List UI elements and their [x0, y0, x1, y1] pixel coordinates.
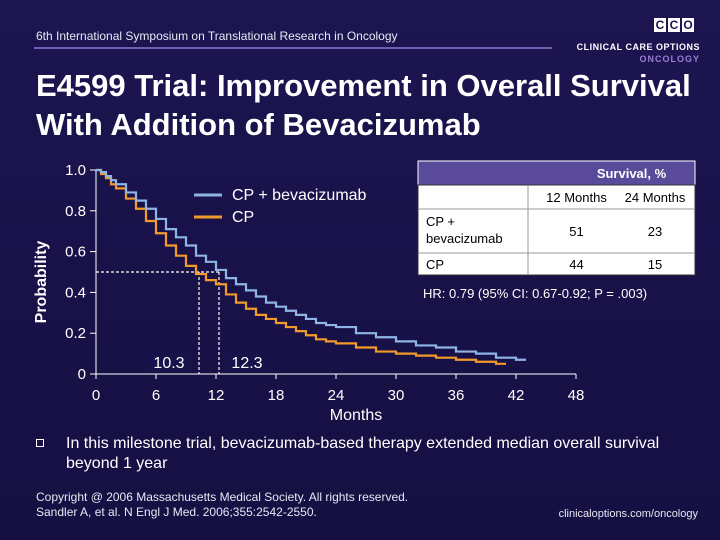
- y-tick-label: 1.0: [65, 162, 86, 179]
- y-tick-label: 0: [78, 366, 86, 383]
- table-cell: 44: [569, 257, 583, 272]
- y-tick-label: 0.2: [65, 325, 86, 342]
- table-row-label: CP: [426, 257, 444, 272]
- median-label-bg: [147, 352, 191, 372]
- footer-url: clinicaloptions.com/oncology: [558, 508, 698, 520]
- legend-label: CP: [232, 209, 254, 226]
- bullet-text: In this milestone trial, bevacizumab-bas…: [66, 435, 660, 472]
- median-label-bg: [225, 352, 269, 372]
- logo-c1: C: [654, 18, 666, 32]
- x-axis-label: Months: [330, 407, 382, 424]
- y-tick-label: 0.8: [65, 203, 86, 220]
- table-cell: 23: [648, 224, 662, 239]
- logo-text-line2: ONCOLOGY: [639, 54, 700, 64]
- x-tick-label: 0: [92, 387, 100, 404]
- x-tick-label: 24: [328, 387, 345, 404]
- x-tick-label: 18: [268, 387, 285, 404]
- header-divider: [34, 47, 552, 49]
- table-header: Survival, %: [597, 166, 667, 181]
- y-tick-label: 0.4: [65, 284, 86, 301]
- series-line: [96, 168, 526, 361]
- median-label: 10.3: [153, 355, 184, 372]
- logo-text-line1: CLINICAL CARE OPTIONS: [576, 42, 700, 52]
- median-label: 12.3: [231, 355, 262, 372]
- slide-title: E4599 Trial: Improvement in Overall Surv…: [36, 68, 691, 142]
- y-tick-label: 0.6: [65, 244, 86, 261]
- x-tick-label: 12: [208, 387, 225, 404]
- x-tick-label: 30: [388, 387, 405, 404]
- x-tick-label: 6: [152, 387, 160, 404]
- table-body-bg: [417, 184, 696, 276]
- copyright-line1: Copyright @ 2006 Massachusetts Medical S…: [36, 490, 409, 504]
- copyright: Copyright @ 2006 Massachusetts Medical S…: [36, 490, 408, 520]
- bullet-square-icon: [36, 439, 44, 447]
- x-tick-label: 42: [508, 387, 525, 404]
- table-cell: 51: [569, 224, 583, 239]
- table-row-label: CP +: [426, 214, 455, 229]
- logo-o: O: [682, 18, 694, 32]
- table-column-header: 24 Months: [625, 190, 686, 205]
- x-tick-label: 48: [568, 387, 585, 404]
- logo-c2: C: [668, 18, 680, 32]
- survival-chart: 0 0.2 0.4 0.6 0.8 1.0 0 6 12 18 24 30 36 42 48 Months Pr…: [33, 160, 696, 424]
- series-line: [96, 168, 506, 365]
- header: 6th International Symposium on Translati…: [0, 0, 720, 50]
- copyright-line2: Sandler A, et al. N Engl J Med. 2006;355…: [36, 505, 317, 519]
- table-column-header: 12 Months: [546, 190, 607, 205]
- symposium-title: 6th International Symposium on Translati…: [36, 29, 398, 43]
- table-row-label-cont: bevacizumab: [426, 231, 503, 246]
- legend-label: CP + bevacizumab: [232, 187, 367, 204]
- table-cell: 15: [648, 257, 662, 272]
- hazard-ratio-annotation: HR: 0.79 (95% CI: 0.67-0.92; P = .003): [423, 286, 647, 301]
- y-axis-label: Probability: [33, 241, 50, 324]
- x-tick-label: 36: [448, 387, 465, 404]
